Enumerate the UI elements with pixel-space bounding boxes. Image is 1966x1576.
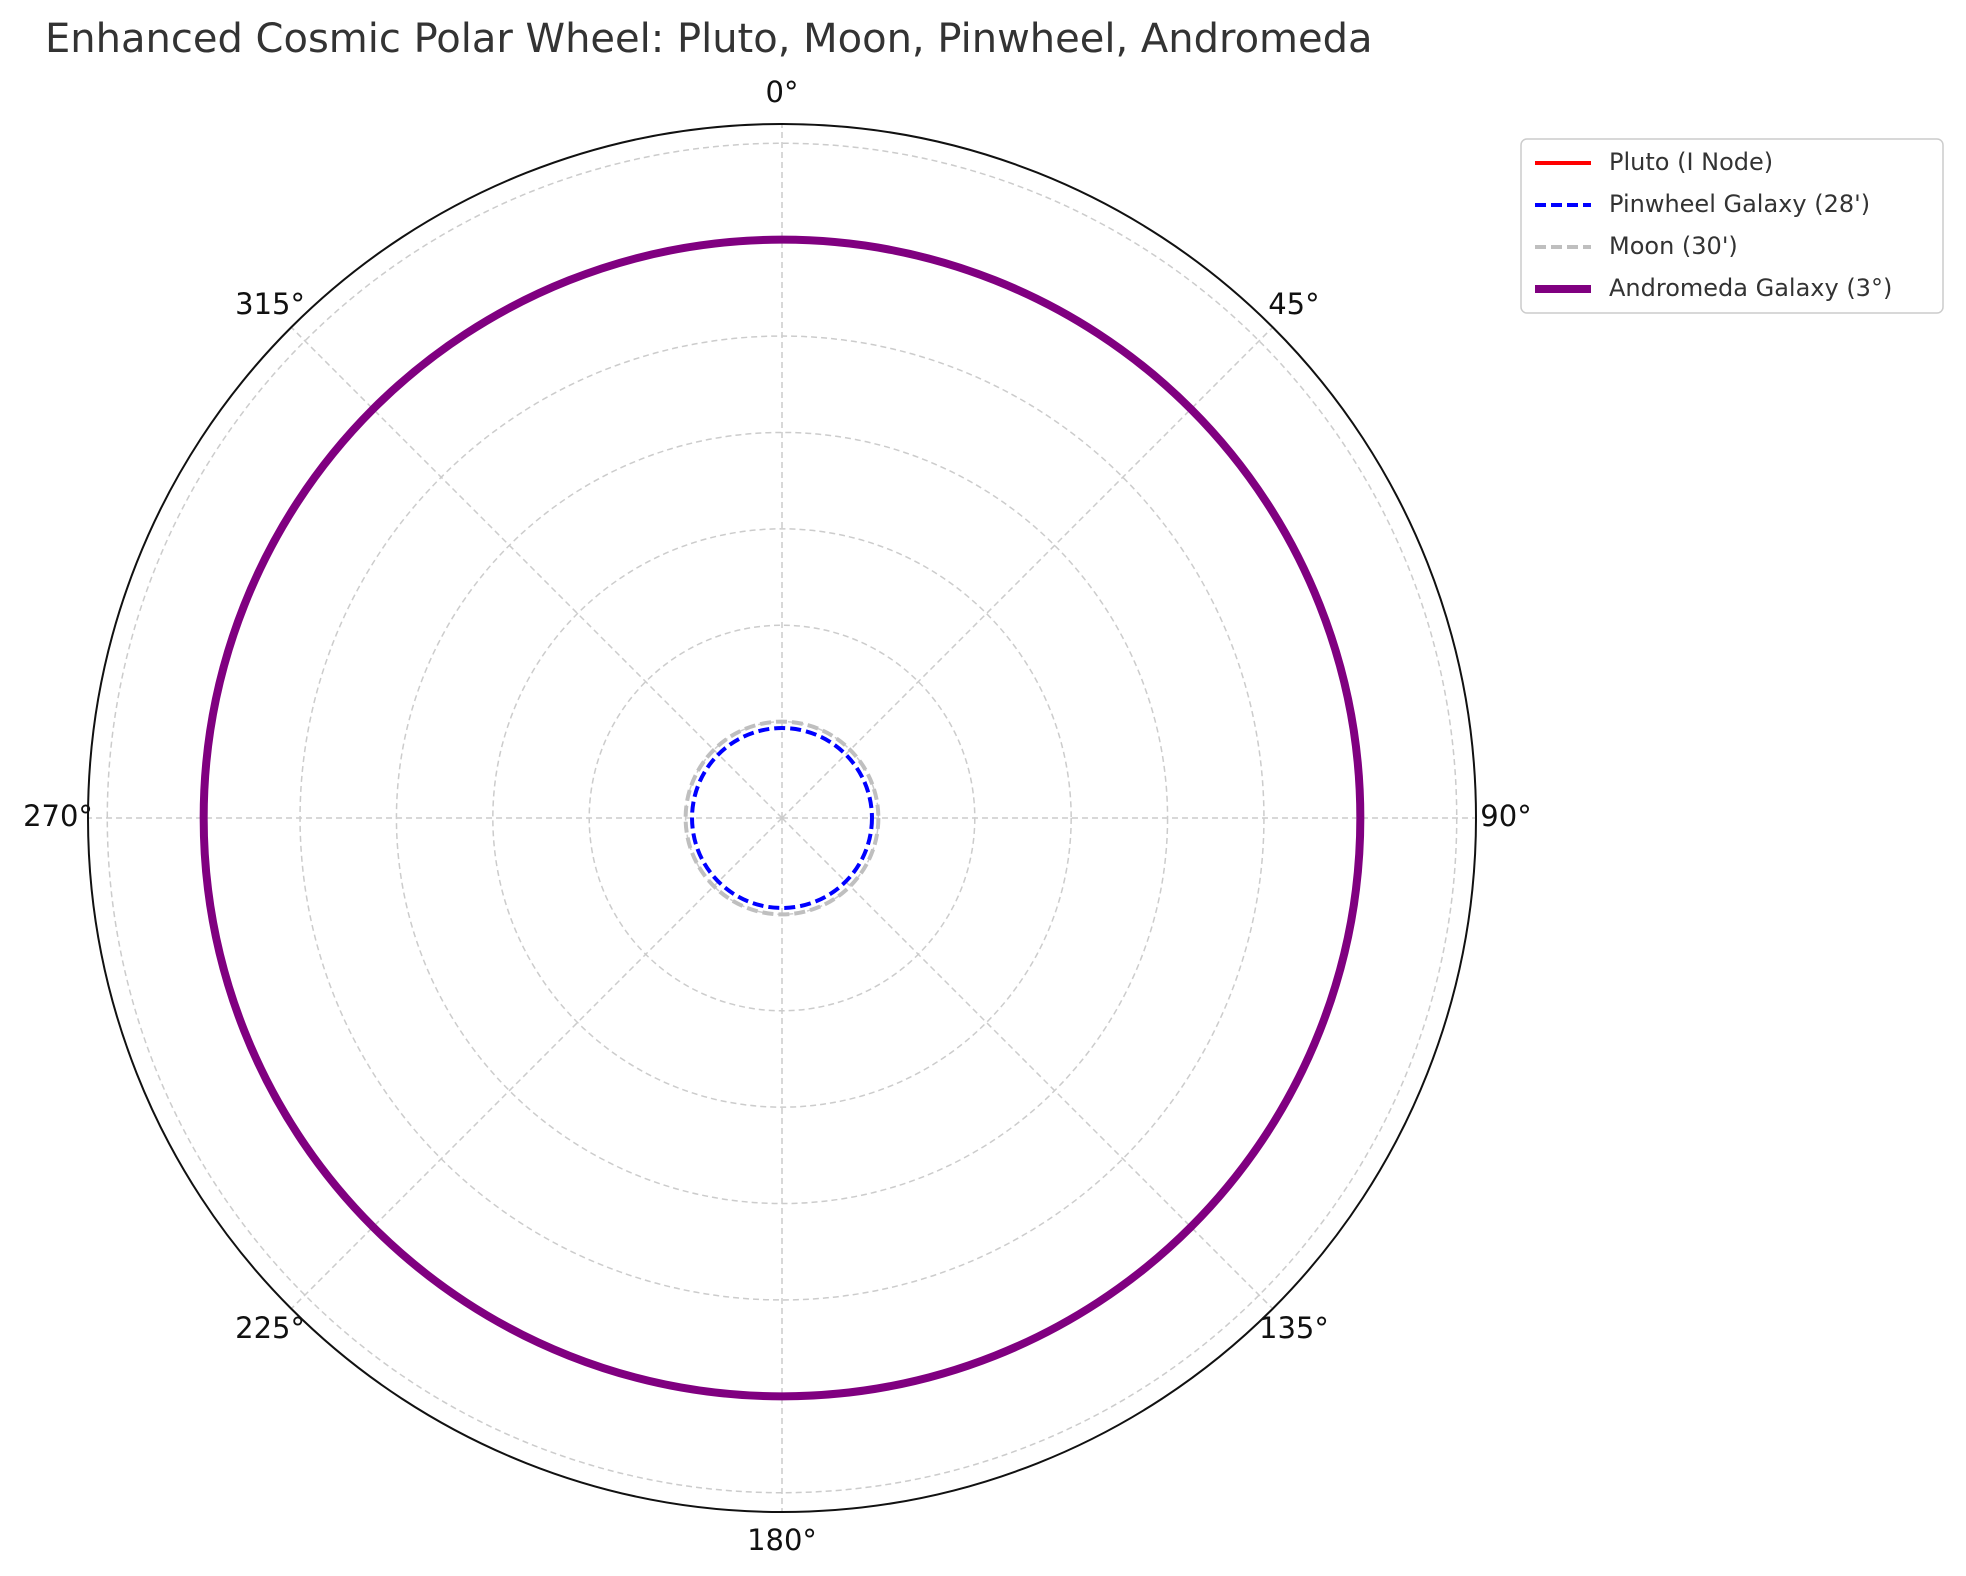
series-line <box>683 719 881 917</box>
theta-tick-label: 225° <box>235 1311 305 1345</box>
legend-label: Pluto (I Node) <box>1609 148 1773 176</box>
theta-gridline <box>781 326 1274 819</box>
r-gridline <box>492 528 1072 1108</box>
series-line <box>199 235 1365 1401</box>
theta-gridline <box>781 817 1274 1310</box>
chart-title: Enhanced Cosmic Polar Wheel: Pluto, Moon… <box>45 16 1373 62</box>
grid-layer <box>87 123 1477 1513</box>
theta-tick-label: 0° <box>766 75 799 109</box>
r-gridline <box>395 431 1169 1205</box>
legend: Pluto (I Node) Pinwheel Galaxy (28') Moon … <box>1520 138 1944 314</box>
r-gridline <box>299 335 1265 1301</box>
legend-box <box>1520 138 1944 314</box>
theta-tick-label: 90° <box>1480 799 1531 833</box>
theta-tick-labels: 0° 45° 90° 135° 180° 225° 270° 315° <box>23 75 1532 1557</box>
theta-tick-label: 315° <box>235 287 305 321</box>
theta-tick-label: 135° <box>1259 1311 1329 1345</box>
r-gridline <box>588 624 976 1012</box>
legend-label: Moon (30') <box>1609 232 1738 260</box>
r-gridline <box>106 142 1458 1494</box>
theta-gridline <box>290 326 783 819</box>
series-layer <box>199 235 1365 1401</box>
polar-frame <box>87 123 1477 1513</box>
legend-label: Andromeda Galaxy (3°) <box>1609 274 1892 302</box>
theta-gridline <box>290 817 783 1310</box>
series-line <box>690 726 874 910</box>
theta-tick-label: 180° <box>747 1523 817 1557</box>
theta-tick-label: 45° <box>1268 287 1319 321</box>
legend-label: Pinwheel Galaxy (28') <box>1609 190 1870 218</box>
theta-tick-label: 270° <box>23 799 93 833</box>
